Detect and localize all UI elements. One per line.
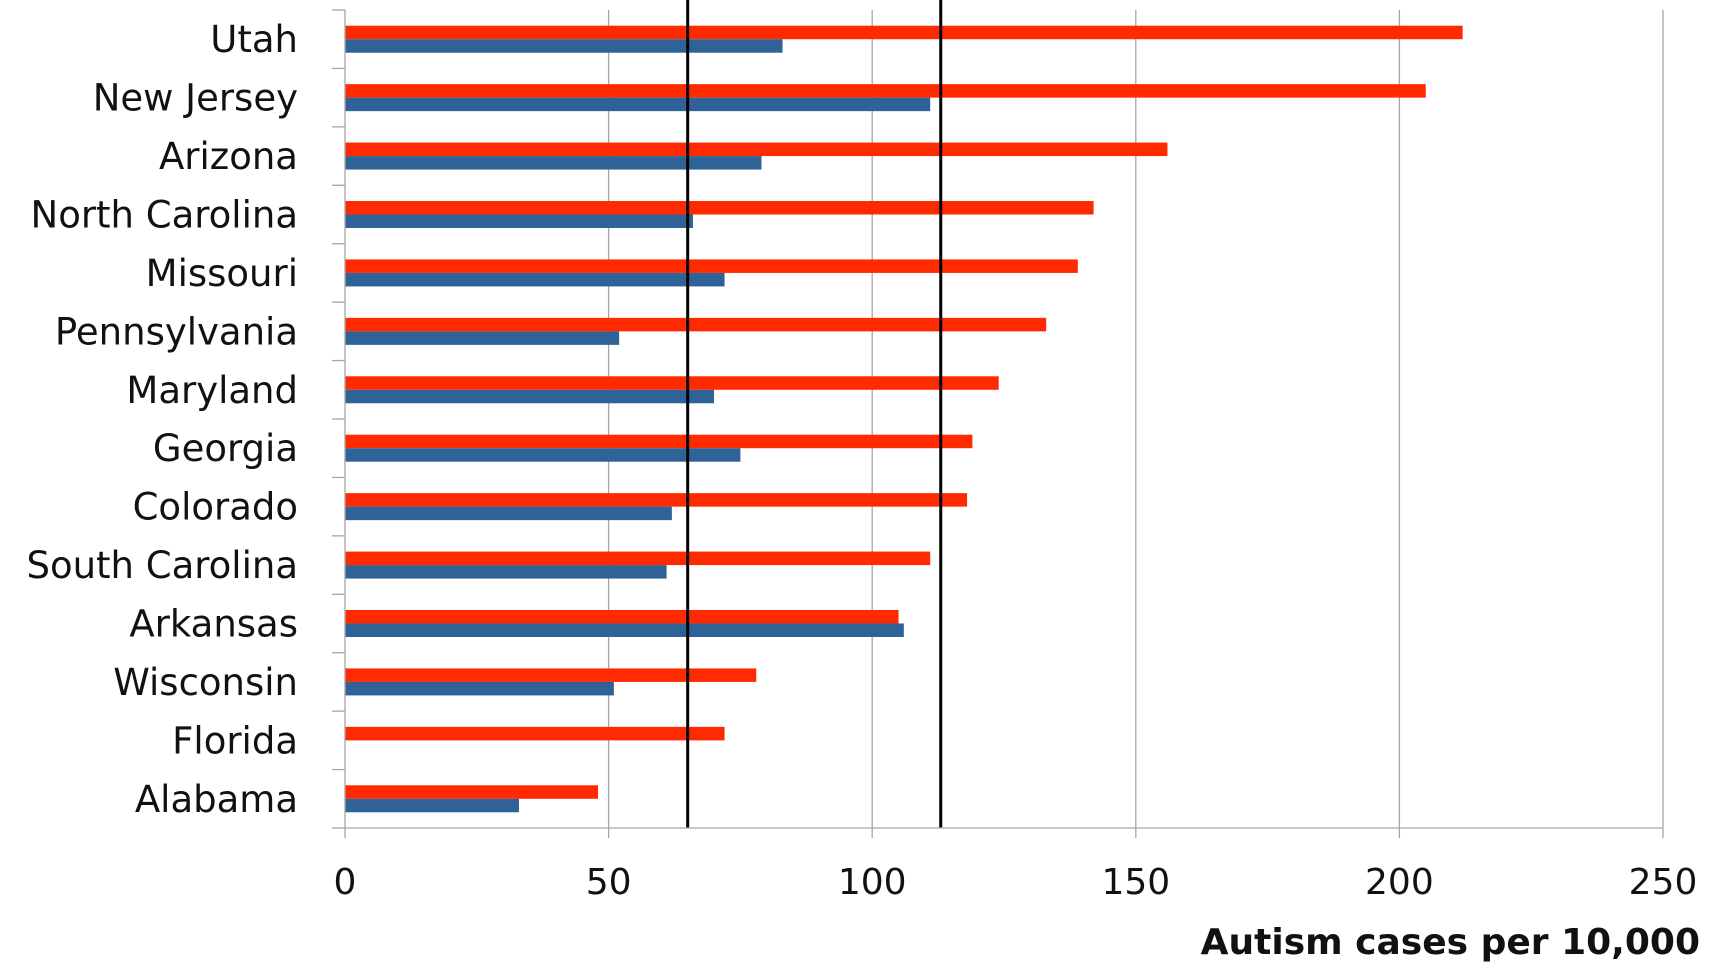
category-label: Pennsylvania	[55, 310, 298, 353]
category-label: Georgia	[153, 427, 298, 470]
x-tick-label: 0	[334, 862, 357, 903]
x-tick-label: 50	[586, 862, 632, 903]
category-label: New Jersey	[93, 77, 298, 120]
category-label: Arizona	[159, 135, 298, 178]
bar	[345, 272, 725, 287]
bar	[345, 259, 1078, 273]
category-label: South Carolina	[26, 544, 298, 587]
bar	[345, 389, 715, 404]
bar	[345, 798, 519, 813]
category-label: Maryland	[126, 369, 298, 412]
labels: 0 50 100 150 200 250 Utah New Jersey Arizona Nort…	[26, 18, 1697, 903]
bar	[345, 84, 1426, 98]
bar	[345, 610, 899, 624]
reference-lines	[686, 0, 943, 828]
category-label: Colorado	[133, 486, 298, 529]
bar	[345, 493, 968, 507]
category-label: Alabama	[135, 778, 298, 821]
gridlines	[607, 10, 1664, 828]
category-label: Wisconsin	[113, 661, 298, 704]
x-tick-label: 250	[1629, 862, 1698, 903]
bar	[345, 551, 931, 566]
category-label: Florida	[172, 719, 298, 762]
x-axis-title: Autism cases per 10,000	[1201, 922, 1700, 963]
bar	[345, 97, 931, 112]
bar	[345, 142, 1168, 157]
category-label: North Carolina	[31, 194, 298, 237]
category-label: Missouri	[146, 252, 298, 295]
bar	[345, 726, 725, 741]
x-tick-label: 100	[838, 862, 907, 903]
axes	[332, 9, 1664, 838]
bar	[345, 434, 973, 449]
bar	[345, 201, 1094, 215]
bar	[345, 506, 672, 521]
bar	[345, 214, 693, 228]
x-tick-label: 200	[1365, 862, 1434, 903]
bar	[345, 448, 741, 462]
x-tick-label: 150	[1101, 862, 1170, 903]
category-label: Arkansas	[129, 603, 298, 646]
bar	[345, 331, 620, 345]
bars	[345, 25, 1463, 813]
bar	[345, 668, 757, 682]
bar	[345, 156, 762, 170]
bar	[345, 785, 599, 799]
bar	[345, 565, 667, 579]
bar	[345, 39, 783, 53]
bar	[345, 376, 999, 390]
bar	[345, 317, 1047, 332]
bar	[345, 623, 904, 637]
bar	[345, 25, 1463, 40]
bar	[345, 681, 614, 696]
category-label: Utah	[210, 18, 298, 61]
